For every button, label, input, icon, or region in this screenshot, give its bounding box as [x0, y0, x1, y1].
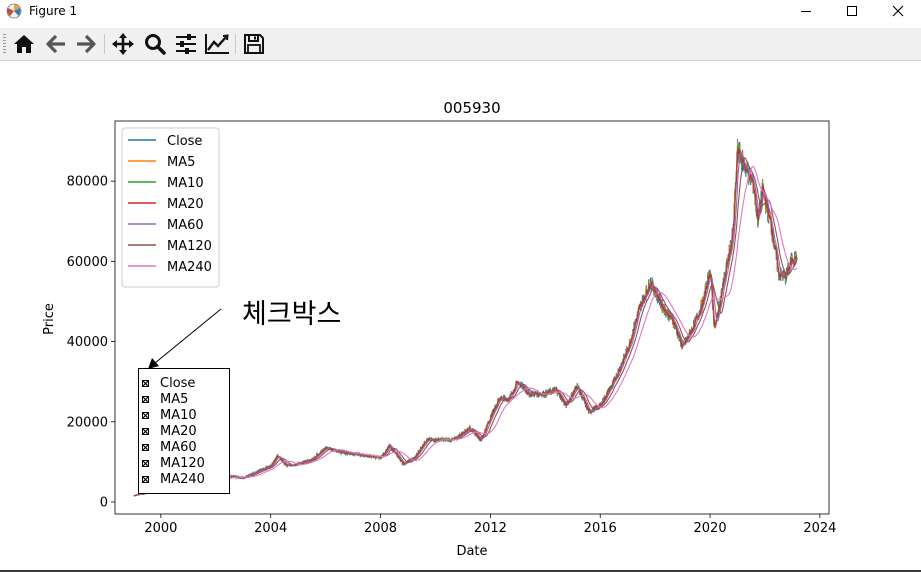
toolbar-grip — [3, 34, 6, 54]
checkbox-panel: Close MA5 MA10 MA20 MA60 MA120 MA240 — [138, 368, 230, 494]
legend-label: Close — [167, 134, 202, 149]
zoom-button[interactable] — [141, 30, 169, 58]
minimize-button[interactable] — [783, 0, 829, 22]
x-tick-label: 2008 — [364, 521, 397, 536]
window-titlebar: Figure 1 — [0, 0, 921, 22]
navigation-toolbar — [0, 28, 921, 61]
x-tick-label: 2004 — [254, 521, 287, 536]
pan-button[interactable] — [109, 30, 137, 58]
maximize-button[interactable] — [829, 0, 875, 22]
legend-label: MA60 — [167, 218, 204, 233]
forward-button[interactable] — [72, 30, 100, 58]
home-button[interactable] — [10, 30, 38, 58]
x-axis-label: Date — [456, 544, 487, 559]
toolbar-separator — [104, 34, 105, 54]
magnifier-icon — [145, 34, 166, 55]
checkbox-box[interactable] — [142, 459, 149, 467]
checkbox-label: MA240 — [160, 471, 205, 487]
x-tick-label: 2012 — [474, 521, 507, 536]
checkbox-ma10[interactable]: MA10 — [142, 407, 197, 423]
series-line-ma20 — [134, 148, 798, 497]
legend-label: MA240 — [167, 260, 212, 275]
checkbox-label: MA20 — [160, 423, 197, 439]
x-axis-ticks: 2000 2004 2008 2012 2016 2020 2024 — [144, 514, 836, 536]
checkbox-ma20[interactable]: MA20 — [142, 423, 197, 439]
legend-label: MA120 — [167, 239, 212, 254]
checkbox-box[interactable] — [142, 427, 149, 435]
legend-label: MA20 — [167, 197, 204, 212]
checkbox-box[interactable] — [142, 443, 149, 451]
y-tick-label: 80000 — [67, 175, 108, 190]
annotation-arrow — [148, 308, 222, 369]
window-title: Figure 1 — [29, 4, 78, 18]
axes-frame — [114, 120, 830, 515]
matplotlib-logo-icon — [6, 3, 22, 19]
checkbox-label: Close — [160, 375, 196, 391]
check-x-icon — [142, 444, 149, 450]
x-tick-label: 2020 — [694, 521, 727, 536]
move-icon — [112, 33, 134, 55]
back-button[interactable] — [42, 30, 70, 58]
plot-lines — [133, 139, 798, 497]
legend-label: MA5 — [167, 155, 195, 170]
series-line-ma60 — [137, 151, 798, 496]
check-x-icon — [142, 412, 149, 418]
checkbox-ma120[interactable]: MA120 — [142, 455, 205, 471]
chart-legend: Close MA5 MA10 MA20 MA60 MA120 MA240 — [121, 127, 220, 288]
checkbox-ma60[interactable]: MA60 — [142, 439, 197, 455]
check-x-icon — [142, 428, 149, 434]
annotation-text: 체크박스 — [242, 299, 341, 330]
edit-axis-button[interactable] — [203, 30, 231, 58]
checkbox-box[interactable] — [142, 379, 149, 387]
maximize-icon — [847, 6, 857, 16]
home-icon — [14, 35, 34, 53]
chart-title: 005930 — [443, 99, 500, 117]
checkbox-ma5[interactable]: MA5 — [142, 391, 188, 407]
y-tick-label: 0 — [100, 495, 108, 510]
toolbar-separator — [235, 34, 236, 54]
checkbox-ma240[interactable]: MA240 — [142, 471, 205, 487]
window-bottom-border — [0, 570, 921, 572]
minimize-icon — [801, 11, 811, 12]
line-chart-icon — [205, 34, 229, 54]
series-line-ma240 — [150, 165, 798, 494]
figure-canvas[interactable]: 005930 Date Price 2000 2004 2008 2012 2016 20… — [0, 61, 921, 570]
check-x-icon — [142, 460, 149, 466]
series-line-ma120 — [141, 157, 798, 496]
close-button[interactable] — [875, 0, 921, 22]
checkbox-close[interactable]: Close — [142, 375, 195, 391]
checkbox-box[interactable] — [142, 395, 149, 403]
y-axis-ticks: 0 20000 40000 60000 80000 — [67, 175, 115, 510]
configure-subplots-button[interactable] — [172, 30, 200, 58]
checkbox-label: MA5 — [160, 391, 189, 407]
check-x-icon — [142, 476, 149, 482]
checkbox-box[interactable] — [142, 475, 149, 483]
checkbox-label: MA10 — [160, 407, 197, 423]
check-x-icon — [142, 396, 149, 402]
x-tick-label: 2000 — [144, 521, 177, 536]
legend-box — [121, 127, 220, 288]
sliders-icon — [176, 34, 196, 54]
checkbox-label: MA120 — [160, 455, 205, 471]
save-button[interactable] — [240, 30, 268, 58]
y-axis-label: Price — [42, 303, 57, 335]
y-tick-label: 60000 — [67, 255, 108, 270]
x-tick-label: 2016 — [584, 521, 617, 536]
legend-label: MA10 — [167, 176, 204, 191]
close-icon — [892, 5, 904, 17]
x-tick-label: 2024 — [803, 521, 836, 536]
checkbox-box[interactable] — [142, 411, 149, 419]
arrow-left-icon — [46, 34, 65, 54]
check-x-icon — [142, 380, 149, 386]
checkbox-label: MA60 — [160, 439, 197, 455]
y-tick-label: 40000 — [67, 335, 108, 350]
y-tick-label: 20000 — [67, 415, 108, 430]
arrow-right-icon — [77, 34, 96, 54]
floppy-disk-icon — [244, 34, 264, 54]
